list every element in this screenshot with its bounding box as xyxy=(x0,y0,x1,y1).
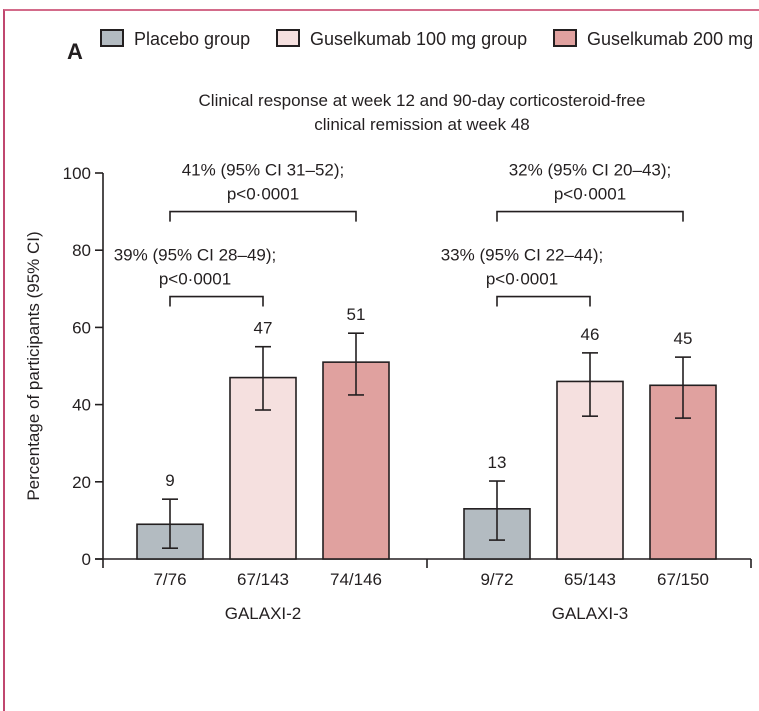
comparison-text-GALAXI-3-1-line2: p<0·0001 xyxy=(554,185,626,204)
y-tick-label-20: 20 xyxy=(72,473,91,492)
comparison-text-GALAXI-3-1-line1: 32% (95% CI 20–43); xyxy=(509,161,672,180)
legend-label-1: Guselkumab 100 mg group xyxy=(310,29,527,49)
comparison-text-GALAXI-2-1-line1: 41% (95% CI 31–52); xyxy=(182,161,345,180)
n-label-GALAXI-2-1: 67/143 xyxy=(237,570,289,589)
legend-label-2: Guselkumab 200 mg xyxy=(587,29,753,49)
data-label-GALAXI-3-2: 45 xyxy=(674,329,693,348)
figure-frame xyxy=(3,9,759,711)
comparison-text-GALAXI-2-1-line2: p<0·0001 xyxy=(227,185,299,204)
legend-label-0: Placebo group xyxy=(134,29,250,49)
data-label-GALAXI-3-1: 46 xyxy=(581,325,600,344)
legend-swatch-0 xyxy=(100,29,124,47)
chart-title-line-2: clinical remission at week 48 xyxy=(314,115,529,134)
legend: Placebo group Guselkumab 100 mg group Guse… xyxy=(100,29,753,49)
y-tick-label-0: 0 xyxy=(82,550,91,569)
data-label-GALAXI-2-2: 51 xyxy=(347,305,366,324)
bar-chart: Placebo group Guselkumab 100 mg group Guse… xyxy=(24,29,753,623)
chart-title-line-1: Clinical response at week 12 and 90-day … xyxy=(199,91,646,110)
comparison-text-GALAXI-3-0-line1: 33% (95% CI 22–44); xyxy=(441,246,604,265)
comparison-bracket-GALAXI-2-0 xyxy=(169,295,264,307)
group-label-GALAXI-2: GALAXI-2 xyxy=(225,604,302,623)
y-axis-label: Percentage of participants (95% CI) xyxy=(24,231,43,500)
comparison-text-GALAXI-3-0-line2: p<0·0001 xyxy=(486,270,558,289)
n-label-GALAXI-3-2: 67/150 xyxy=(657,570,709,589)
data-label-GALAXI-2-1: 47 xyxy=(254,319,273,338)
y-tick-label-60: 60 xyxy=(72,318,91,337)
data-label-GALAXI-3-0: 13 xyxy=(488,453,507,472)
axes: 0 20 40 60 80 100 xyxy=(63,164,752,569)
y-tick-label-100: 100 xyxy=(63,164,91,183)
legend-swatch-2 xyxy=(553,29,577,47)
comparison-bracket-GALAXI-2-1 xyxy=(169,210,357,222)
y-tick-label-40: 40 xyxy=(72,396,91,415)
comparison-bracket-GALAXI-3-1 xyxy=(496,210,684,222)
n-label-GALAXI-2-0: 7/76 xyxy=(153,570,186,589)
group-label-GALAXI-3: GALAXI-3 xyxy=(552,604,629,623)
comparison-text-GALAXI-2-0-line1: 39% (95% CI 28–49); xyxy=(114,246,277,265)
n-label-GALAXI-2-2: 74/146 xyxy=(330,570,382,589)
panel-label: A xyxy=(67,39,83,64)
comparison-text-GALAXI-2-0-line2: p<0·0001 xyxy=(159,270,231,289)
n-label-GALAXI-3-1: 65/143 xyxy=(564,570,616,589)
legend-swatch-1 xyxy=(276,29,300,47)
comparison-bracket-GALAXI-3-0 xyxy=(496,295,591,307)
bars: 9 7/76 47 67/143 51 74/146 GALAXI-2 13 9/72 46 65/… xyxy=(136,305,717,623)
comparisons: 39% (95% CI 28–49); p<0·0001 41% (95% CI 3… xyxy=(114,161,684,307)
data-label-GALAXI-2-0: 9 xyxy=(165,471,174,490)
y-tick-label-80: 80 xyxy=(72,241,91,260)
n-label-GALAXI-3-0: 9/72 xyxy=(480,570,513,589)
